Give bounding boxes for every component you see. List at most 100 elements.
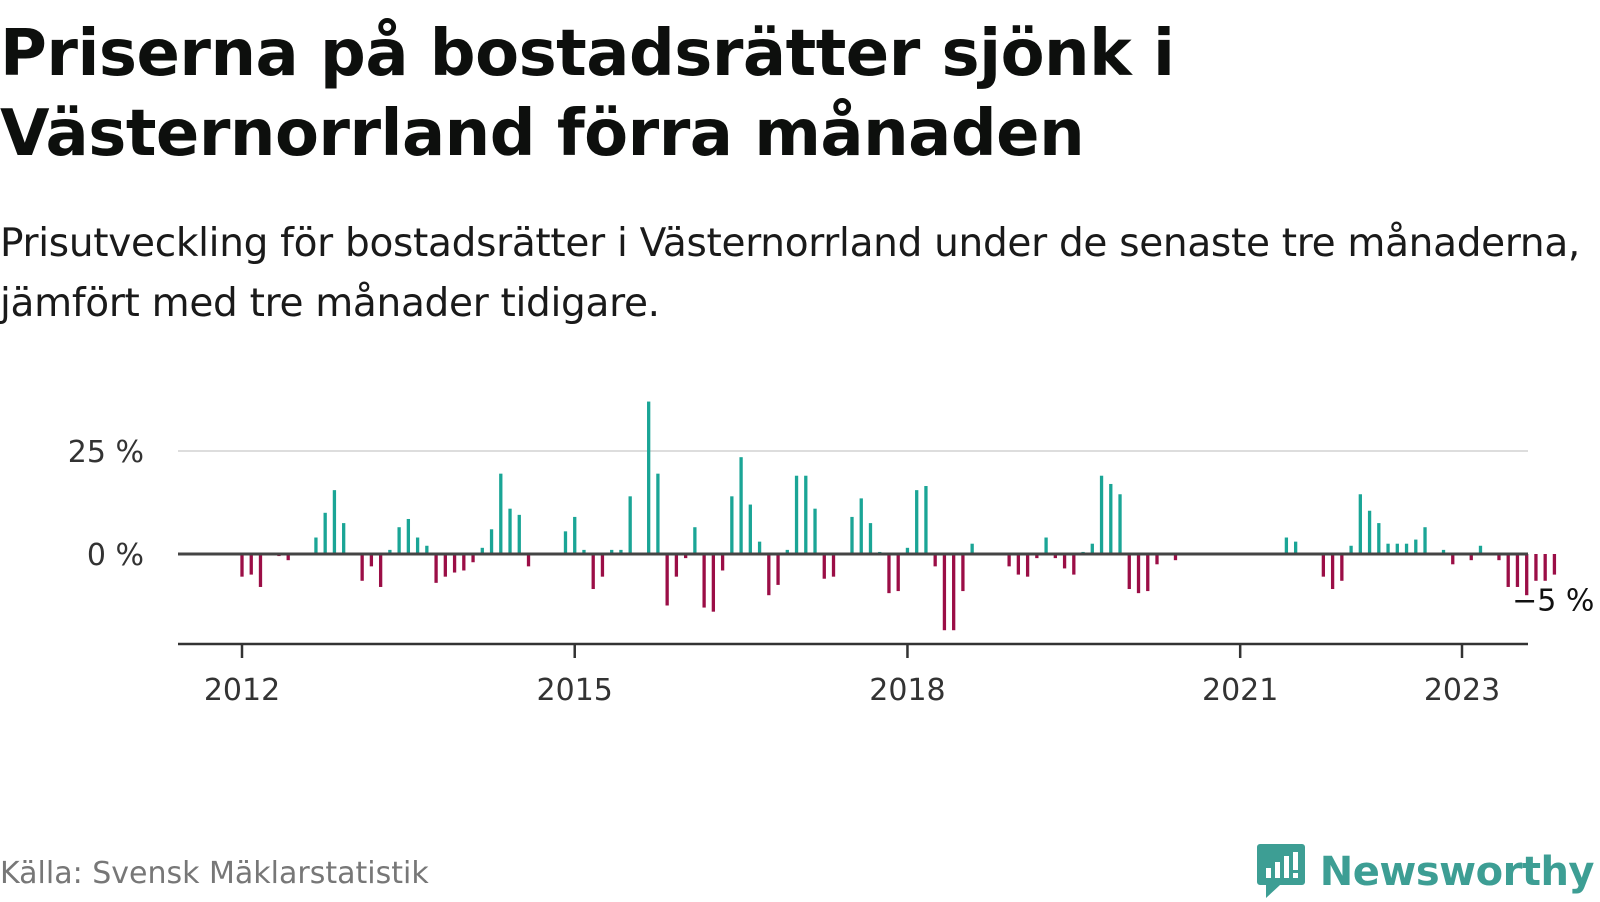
bar <box>1441 549 1446 554</box>
bar <box>406 518 411 554</box>
bar <box>647 401 651 554</box>
bar <box>314 537 318 554</box>
bar <box>1358 494 1362 554</box>
bar <box>1386 543 1390 554</box>
bar <box>970 543 974 554</box>
bar <box>1367 510 1372 554</box>
bar <box>369 554 374 567</box>
bar <box>610 549 614 554</box>
price-change-chart: 0 % 25 % 2012 2015 2018 2021 2023 −5 % <box>68 401 1595 708</box>
bar <box>1506 554 1510 587</box>
bar <box>1515 554 1520 587</box>
bar <box>1053 554 1057 559</box>
bar <box>785 549 789 554</box>
bar <box>1025 554 1030 577</box>
bar <box>1136 554 1141 594</box>
bar <box>1090 543 1094 554</box>
bar <box>563 531 568 554</box>
bar <box>1534 554 1538 581</box>
bar <box>526 554 531 567</box>
last-value-label: −5 % <box>1512 584 1594 619</box>
x-tick-label: 2018 <box>869 673 945 708</box>
bar <box>240 554 244 577</box>
bar <box>388 549 392 554</box>
bar <box>323 512 327 554</box>
bar <box>1016 554 1021 575</box>
bar <box>258 554 263 587</box>
bar <box>1330 554 1335 590</box>
bar <box>619 549 623 554</box>
bar <box>489 529 494 554</box>
bar <box>794 475 799 554</box>
bar <box>720 554 725 571</box>
bar <box>730 496 734 554</box>
bar <box>813 508 817 554</box>
bar <box>1377 523 1381 554</box>
bar <box>249 554 253 575</box>
page-title: Priserna på bostadsrätter sjönk i Väster… <box>0 17 1175 171</box>
bar <box>693 527 697 554</box>
axes-layer <box>178 552 1528 658</box>
bar <box>1007 554 1011 567</box>
bar <box>425 545 429 554</box>
bar <box>831 554 836 577</box>
bar <box>868 523 873 554</box>
x-tick-label: 2023 <box>1424 673 1500 708</box>
bar <box>471 554 475 563</box>
bar <box>656 473 660 554</box>
source-note: Källa: Svensk Mäklarstatistik <box>0 856 429 891</box>
bar <box>1469 554 1473 561</box>
bar <box>1404 543 1409 554</box>
bar <box>748 504 752 554</box>
bar <box>342 523 346 554</box>
bar <box>397 527 401 554</box>
bar <box>1543 554 1547 581</box>
bar <box>332 490 337 554</box>
bar <box>961 554 965 592</box>
bar <box>582 549 586 554</box>
bar <box>1552 554 1557 575</box>
bar <box>952 554 956 631</box>
bar <box>887 554 891 594</box>
bar <box>674 554 679 577</box>
bar <box>415 537 420 554</box>
bar <box>508 508 512 554</box>
bar <box>1035 554 1039 559</box>
bar <box>924 486 928 554</box>
bar <box>1044 537 1048 554</box>
bar <box>1340 554 1344 581</box>
bar <box>1525 554 1529 596</box>
newsworthy-logo-icon <box>1256 844 1305 898</box>
bar <box>1072 554 1076 575</box>
bar <box>859 498 863 554</box>
bar <box>915 490 919 554</box>
bar <box>804 475 808 554</box>
bar <box>711 554 716 612</box>
y-tick-label: 0 % <box>87 538 144 573</box>
bar <box>1395 543 1399 554</box>
bar <box>452 554 457 573</box>
bar <box>517 514 521 554</box>
bar <box>757 541 762 554</box>
y-tick-label: 25 % <box>68 435 144 470</box>
bar <box>480 547 484 554</box>
brand-logo[interactable]: Newsworthy <box>1256 842 1595 902</box>
bar <box>767 554 771 596</box>
bar <box>850 516 854 554</box>
bar <box>462 554 466 571</box>
bar <box>1109 483 1113 554</box>
bar <box>905 547 910 554</box>
bar <box>286 554 290 561</box>
labels-layer: 0 % 25 % 2012 2015 2018 2021 2023 −5 % <box>68 435 1595 708</box>
bar <box>933 554 937 567</box>
bar <box>942 554 947 631</box>
bar <box>628 496 632 554</box>
bar <box>573 516 577 554</box>
bar <box>1414 539 1418 554</box>
bar <box>1099 475 1104 554</box>
bar <box>1173 554 1178 561</box>
bar <box>591 554 595 590</box>
bar <box>683 554 688 559</box>
bar <box>600 554 605 577</box>
bar <box>1293 541 1298 554</box>
